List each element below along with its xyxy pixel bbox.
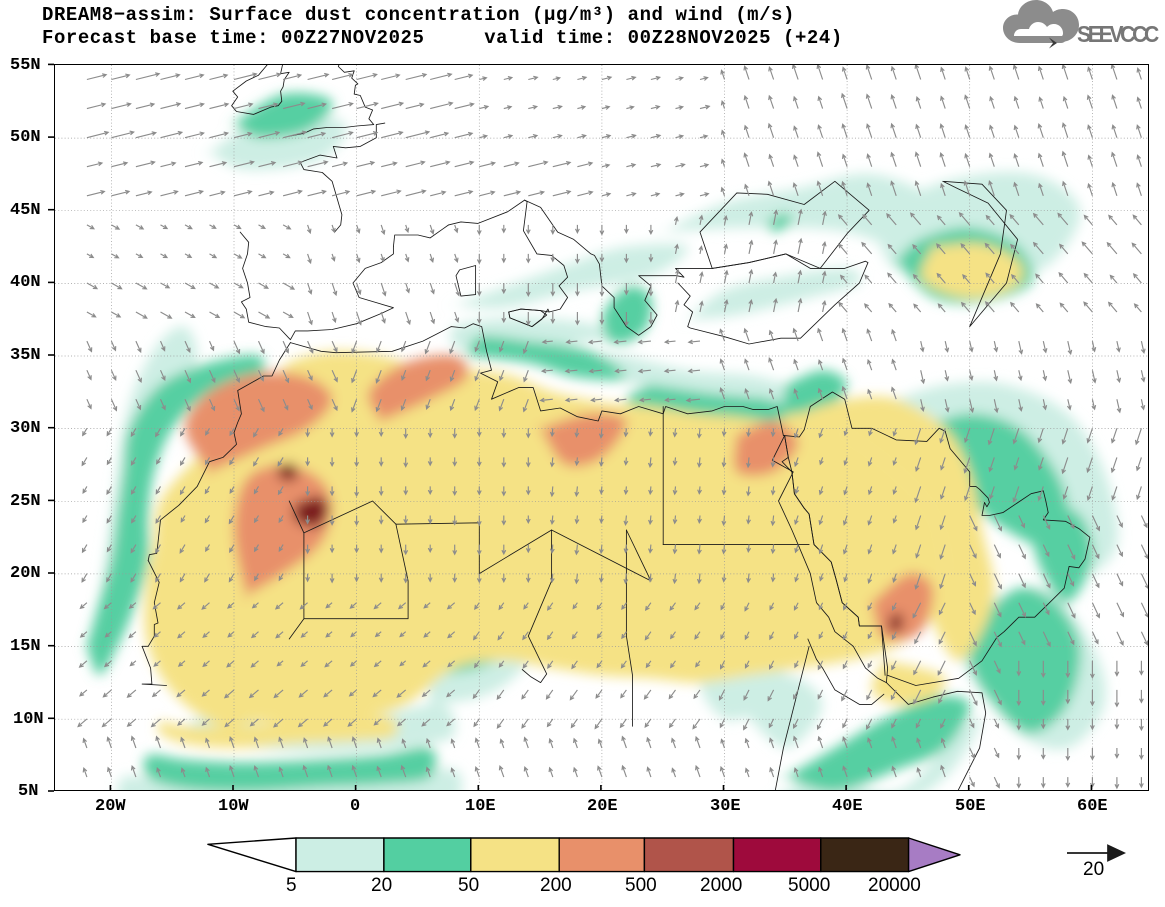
svg-text:SEEVCCC: SEEVCCC [1077,21,1159,47]
